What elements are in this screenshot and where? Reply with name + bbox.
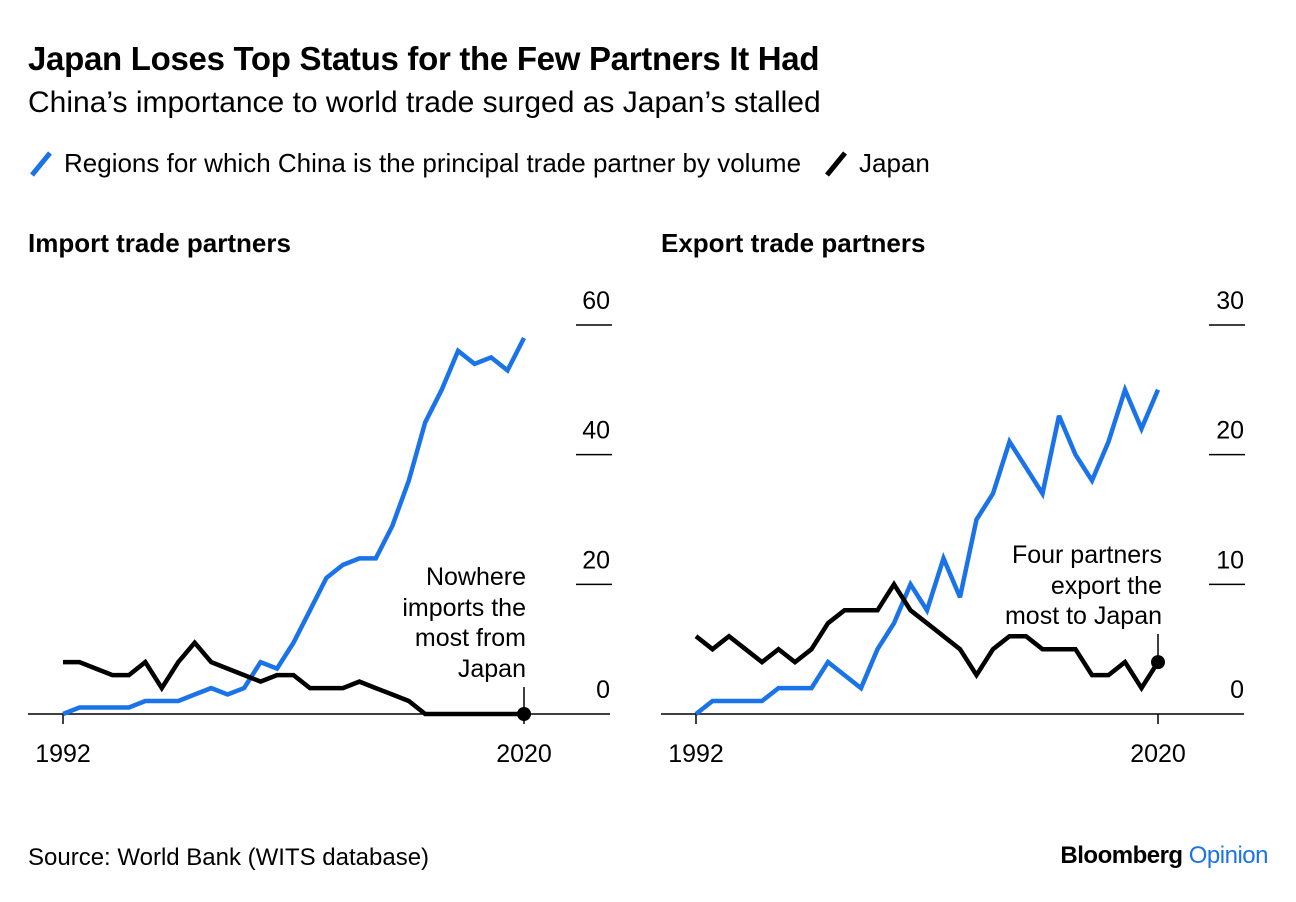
imports-series-china-line <box>62 336 527 717</box>
imports-series-japan-line <box>63 639 524 717</box>
imports-annotation-line-2: most from <box>415 624 526 652</box>
exports-series-china-line <box>694 383 1161 716</box>
legend-item-china: Regions for which China is the principal… <box>28 148 801 179</box>
legend: Regions for which China is the principal… <box>28 148 952 179</box>
imports-ytick-label-20: 20 <box>582 546 610 574</box>
exports-ytick-label-30: 30 <box>1216 287 1244 315</box>
imports-ytick-label-60: 60 <box>582 287 610 315</box>
imports-annotation-line-0: Nowhere <box>426 563 526 591</box>
imports-ytick-label-40: 40 <box>582 417 610 445</box>
brand-name: Bloomberg <box>1060 842 1183 869</box>
chart-subtitle: China’s importance to world trade surged… <box>28 86 821 119</box>
legend-swatch-japan-icon <box>825 150 847 177</box>
exports-ytick-label-20: 20 <box>1216 417 1244 445</box>
imports-japan-end-marker <box>517 707 531 721</box>
source-note: Source: World Bank (WITS database) <box>28 844 430 871</box>
exports-xtick-label-1992: 1992 <box>668 740 724 768</box>
legend-swatch-china-icon <box>30 150 52 177</box>
panel-title-imports: Import trade partners <box>28 228 291 258</box>
brand-suffix: Opinion <box>1188 842 1269 869</box>
imports-ytick-label-0: 0 <box>596 676 610 704</box>
imports-annotation-line-3: Japan <box>458 655 526 683</box>
legend-label-japan: Japan <box>859 148 930 178</box>
exports-ytick-label-10: 10 <box>1216 546 1244 574</box>
brand-logo: Bloomberg Opinion <box>1060 842 1268 870</box>
legend-label-china: Regions for which China is the principal… <box>64 148 802 178</box>
exports-xtick-label-2020: 2020 <box>1130 740 1186 768</box>
imports-annotation-line-1: imports the <box>402 594 526 622</box>
exports-annotation-line-2: most to Japan <box>1005 602 1162 630</box>
exports-series-japan-line <box>694 580 1160 693</box>
panel-title-exports: Export trade partners <box>661 228 926 258</box>
exports-annotation-line-0: Four partners <box>1012 541 1162 569</box>
legend-item-japan: Japan <box>823 148 930 179</box>
exports-ytick-label-0: 0 <box>1230 676 1244 704</box>
imports-xtick-label-1992: 1992 <box>35 740 91 768</box>
exports-japan-end-marker <box>1151 655 1165 670</box>
exports-annotation-line-1: export the <box>1051 572 1162 600</box>
chart-title: Japan Loses Top Status for the Few Partn… <box>28 40 820 77</box>
imports-xtick-label-2020: 2020 <box>496 740 552 768</box>
